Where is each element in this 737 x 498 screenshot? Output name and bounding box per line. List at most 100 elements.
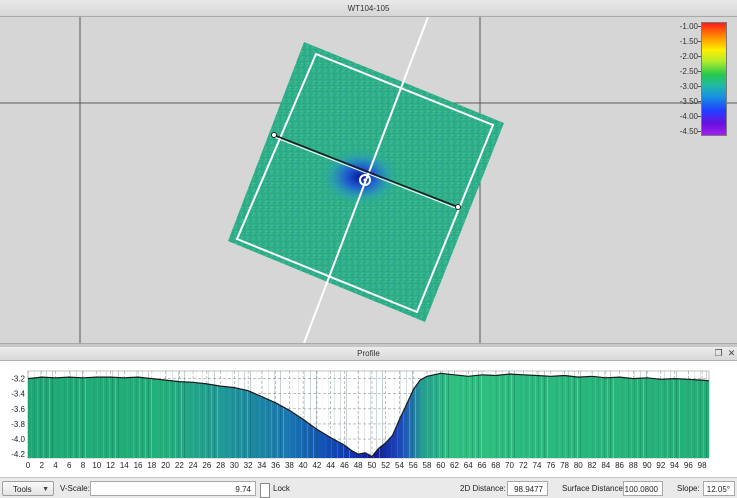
texture-stripe <box>439 371 440 458</box>
texture-stripe <box>289 371 290 458</box>
profile-line[interactable] <box>273 134 459 208</box>
texture-stripe <box>64 371 65 458</box>
texture-stripe <box>268 371 269 458</box>
restore-icon[interactable]: ❐ <box>714 348 723 358</box>
texture-stripe <box>301 371 302 458</box>
texture-stripe <box>94 371 95 458</box>
x-tick-label: 98 <box>698 461 707 470</box>
legend-label: -4.50 <box>679 127 698 136</box>
x-tick-label: 80 <box>574 461 583 470</box>
x-tick-label: 66 <box>478 461 487 470</box>
center-marker-dot <box>363 178 367 182</box>
x-tick-label: 16 <box>134 461 143 470</box>
x-tick-label: 6 <box>67 461 72 470</box>
texture-stripe <box>538 371 539 458</box>
texture-stripe <box>130 371 131 458</box>
texture-stripe <box>628 371 629 458</box>
texture-stripe <box>310 371 311 458</box>
vscale-input[interactable]: 9.74 <box>90 481 256 496</box>
lock-label: Lock <box>273 484 290 493</box>
texture-stripe <box>76 371 77 458</box>
texture-stripe <box>619 371 620 458</box>
x-tick-label: 8 <box>81 461 86 470</box>
texture-stripe <box>247 371 248 458</box>
legend-label: -3.50 <box>679 97 698 106</box>
profile-start-handle[interactable] <box>271 132 277 138</box>
texture-stripe <box>415 371 416 458</box>
texture-stripe <box>664 371 665 458</box>
texture-stripe <box>667 371 668 458</box>
surface-distance-label: Surface Distance: <box>562 484 626 493</box>
lock-checkbox[interactable] <box>260 483 270 498</box>
texture-stripe <box>82 371 83 458</box>
texture-stripe <box>652 371 653 458</box>
texture-stripe <box>373 371 374 458</box>
texture-stripe <box>46 371 47 458</box>
texture-stripe <box>232 371 233 458</box>
close-icon[interactable]: ✕ <box>727 348 736 358</box>
x-tick-label: 50 <box>367 461 376 470</box>
x-tick-label: 36 <box>271 461 280 470</box>
texture-stripe <box>34 371 35 458</box>
panel-splitter[interactable] <box>0 343 737 347</box>
x-tick-label: 88 <box>629 461 638 470</box>
texture-stripe <box>160 371 161 458</box>
texture-stripe <box>487 371 488 458</box>
texture-stripe <box>589 371 590 458</box>
x-tick-label: 52 <box>381 461 390 470</box>
texture-stripe <box>571 371 572 458</box>
x-tick-label: 12 <box>106 461 115 470</box>
texture-stripe <box>601 371 602 458</box>
texture-stripe <box>304 371 305 458</box>
vscale-label: V-Scale: <box>60 484 90 493</box>
texture-stripe <box>433 371 434 458</box>
texture-stripe <box>367 371 368 458</box>
x-tick-label: 32 <box>244 461 253 470</box>
texture-stripe <box>280 371 281 458</box>
tools-dropdown[interactable]: Tools ▼ <box>2 481 54 496</box>
texture-stripe <box>70 371 71 458</box>
profile-chart: -3.2 -3.4 -3.6 -3.8 -4.0 -4.2 0 2 4 6 8 10 12 14 16 18… <box>0 361 737 477</box>
texture-stripe <box>355 371 356 458</box>
texture-stripe <box>139 371 140 458</box>
profile-end-handle[interactable] <box>455 204 461 210</box>
texture-stripe <box>244 371 245 458</box>
map-viewport[interactable] <box>0 17 737 343</box>
texture-stripe <box>28 371 29 458</box>
y-tick-label: -3.4 <box>11 390 25 399</box>
texture-stripe <box>511 371 512 458</box>
profile-series-line <box>28 372 709 458</box>
center-marker-icon[interactable] <box>359 174 371 186</box>
x-tick-label: 76 <box>546 461 555 470</box>
texture-stripe <box>514 371 515 458</box>
texture-stripe <box>358 371 359 458</box>
x-tick-label: 72 <box>519 461 528 470</box>
depth-color-legend: -1.00 -1.50 -2.00 -2.50 -3.00 -3.50 -4.0… <box>673 18 729 138</box>
x-tick-label: 20 <box>161 461 170 470</box>
texture-stripe <box>313 371 314 458</box>
x-tick-label: 48 <box>354 461 363 470</box>
texture-stripe <box>475 371 476 458</box>
texture-stripe <box>277 371 278 458</box>
texture-stripe <box>190 371 191 458</box>
texture-stripe <box>535 371 536 458</box>
texture-stripe <box>673 371 674 458</box>
x-tick-label: 62 <box>450 461 459 470</box>
texture-stripe <box>112 371 113 458</box>
texture-stripe <box>85 371 86 458</box>
texture-stripe <box>394 371 395 458</box>
x-tick-label: 24 <box>189 461 198 470</box>
x-tick-label: 90 <box>643 461 652 470</box>
texture-stripe <box>508 371 509 458</box>
texture-stripe <box>124 371 125 458</box>
texture-stripe <box>706 371 707 458</box>
texture-stripe <box>586 371 587 458</box>
texture-stripe <box>91 371 92 458</box>
texture-stripe <box>637 371 638 458</box>
texture-stripe <box>133 371 134 458</box>
texture-stripe <box>172 371 173 458</box>
x-tick-label: 2 <box>40 461 45 470</box>
texture-stripe <box>466 371 467 458</box>
texture-stripe <box>574 371 575 458</box>
map-canvas[interactable] <box>0 17 737 343</box>
